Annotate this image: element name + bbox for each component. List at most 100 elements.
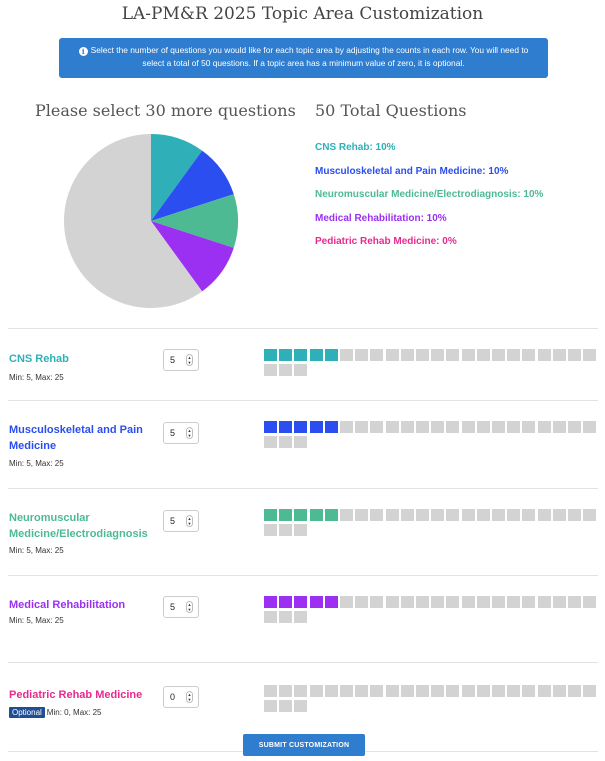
question-square bbox=[507, 509, 521, 521]
question-square bbox=[400, 509, 414, 521]
question-square bbox=[507, 349, 521, 361]
question-square bbox=[385, 685, 399, 697]
question-square bbox=[400, 421, 414, 433]
question-square bbox=[507, 421, 521, 433]
question-square bbox=[279, 436, 293, 448]
question-square bbox=[476, 349, 490, 361]
question-square bbox=[309, 349, 323, 361]
question-square bbox=[294, 596, 308, 608]
topic-range: Min: 5, Max: 25 bbox=[9, 459, 64, 468]
stepper-value: 5 bbox=[170, 355, 176, 365]
topic-name: Musculoskeletal and Pain Medicine bbox=[9, 424, 143, 452]
topic-row: Musculoskeletal and Pain Medicine Min: 5,… bbox=[8, 401, 598, 489]
question-square bbox=[370, 421, 384, 433]
question-square bbox=[264, 509, 277, 521]
pie-slice bbox=[151, 134, 203, 221]
question-square bbox=[476, 421, 490, 433]
question-square bbox=[522, 421, 536, 433]
question-count-stepper[interactable]: 5 ▲ ▼ bbox=[163, 422, 199, 444]
topic-name: Pediatric Rehab Medicine bbox=[9, 689, 143, 701]
stepper-value: 0 bbox=[170, 692, 176, 702]
question-count-stepper[interactable]: 5 ▲ ▼ bbox=[163, 510, 199, 532]
question-square bbox=[279, 611, 293, 623]
question-square bbox=[294, 436, 308, 448]
question-square bbox=[552, 596, 566, 608]
info-text: Select the number of questions you would… bbox=[90, 45, 529, 68]
question-count-stepper[interactable]: 0 ▲ ▼ bbox=[163, 686, 199, 708]
question-square bbox=[431, 596, 445, 608]
question-square bbox=[324, 509, 338, 521]
spin-arrows-icon[interactable]: ▲ ▼ bbox=[186, 515, 193, 527]
question-square bbox=[279, 421, 293, 433]
question-square bbox=[461, 596, 475, 608]
spin-arrows-icon[interactable]: ▲ ▼ bbox=[186, 691, 193, 703]
topic-row: Neuromuscular Medicine/Electrodiagnosis M… bbox=[8, 489, 598, 576]
topic-range: Optional Min: 0, Max: 25 bbox=[9, 707, 101, 718]
question-square bbox=[370, 349, 384, 361]
question-square bbox=[446, 509, 460, 521]
question-square bbox=[568, 685, 581, 697]
question-square bbox=[568, 421, 581, 433]
question-square bbox=[309, 596, 323, 608]
question-square bbox=[294, 524, 308, 536]
question-square bbox=[370, 596, 384, 608]
question-square bbox=[492, 685, 505, 697]
question-square bbox=[461, 421, 475, 433]
pie-slice bbox=[151, 194, 238, 248]
question-square bbox=[583, 509, 597, 521]
question-square bbox=[340, 509, 353, 521]
question-square bbox=[416, 421, 429, 433]
question-square bbox=[294, 611, 308, 623]
legend-item: CNS Rehab: 10% bbox=[315, 142, 396, 153]
question-square bbox=[446, 421, 460, 433]
question-square bbox=[294, 509, 308, 521]
question-square bbox=[431, 421, 445, 433]
question-square bbox=[492, 349, 505, 361]
question-square bbox=[264, 700, 277, 712]
question-square bbox=[507, 685, 521, 697]
legend-item: Pediatric Rehab Medicine: 0% bbox=[315, 236, 457, 247]
question-square bbox=[583, 421, 597, 433]
question-square bbox=[552, 349, 566, 361]
question-square bbox=[583, 596, 597, 608]
question-square bbox=[279, 364, 293, 376]
question-square bbox=[416, 685, 429, 697]
question-square bbox=[537, 685, 551, 697]
legend-item: Medical Rehabilitation: 10% bbox=[315, 212, 447, 224]
question-square bbox=[461, 349, 475, 361]
question-square bbox=[264, 611, 277, 623]
submit-customization-button[interactable]: SUBMIT CUSTOMIZATION bbox=[243, 734, 365, 756]
question-count-stepper[interactable]: 5 ▲ ▼ bbox=[163, 349, 199, 371]
pie-slice bbox=[151, 221, 234, 292]
question-count-stepper[interactable]: 5 ▲ ▼ bbox=[163, 596, 199, 618]
question-square bbox=[416, 349, 429, 361]
question-square bbox=[355, 685, 369, 697]
question-square bbox=[537, 349, 551, 361]
topic-name: Neuromuscular Medicine/Electrodiagnosis bbox=[9, 512, 148, 540]
stepper-value: 5 bbox=[170, 428, 176, 438]
spin-arrows-icon[interactable]: ▲ ▼ bbox=[186, 427, 193, 439]
question-square bbox=[264, 436, 277, 448]
spin-arrows-icon[interactable]: ▲ ▼ bbox=[186, 354, 193, 366]
question-square bbox=[552, 685, 566, 697]
topic-range: Min: 5, Max: 25 bbox=[9, 546, 64, 555]
question-square bbox=[416, 596, 429, 608]
question-square bbox=[537, 509, 551, 521]
question-square bbox=[416, 509, 429, 521]
question-square bbox=[492, 421, 505, 433]
question-square bbox=[400, 596, 414, 608]
total-heading: 50 Total Questions bbox=[315, 101, 467, 120]
question-square bbox=[507, 596, 521, 608]
question-square bbox=[552, 421, 566, 433]
info-icon: i bbox=[78, 47, 88, 56]
optional-badge: Optional bbox=[9, 707, 45, 718]
question-square bbox=[355, 509, 369, 521]
topic-range-text: Min: 5, Max: 25 bbox=[9, 459, 64, 468]
pie-slice bbox=[63, 134, 203, 308]
question-square bbox=[537, 421, 551, 433]
question-square bbox=[279, 596, 293, 608]
question-square bbox=[294, 685, 308, 697]
spin-arrows-icon[interactable]: ▲ ▼ bbox=[186, 601, 193, 613]
question-square bbox=[522, 685, 536, 697]
topic-range-text: Min: 5, Max: 25 bbox=[9, 373, 64, 382]
